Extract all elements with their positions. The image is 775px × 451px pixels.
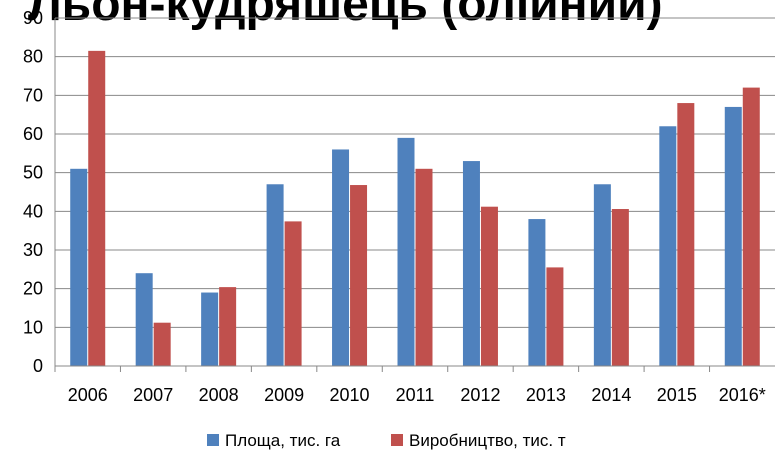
y-tick-label: 60 — [23, 124, 43, 144]
y-tick-label: 50 — [23, 163, 43, 183]
legend-swatch — [391, 434, 403, 446]
bar-area-2012 — [462, 161, 480, 366]
x-tick-label: 2012 — [460, 385, 500, 405]
legend: Площа, тис. га Виробництво, тис. т — [207, 431, 566, 450]
bar-production-2009 — [284, 221, 302, 366]
legend-item-production: Виробництво, тис. т — [391, 431, 566, 450]
y-tick-label: 0 — [33, 356, 43, 376]
bar-area-2015 — [659, 126, 677, 367]
x-tick-label: 2007 — [133, 385, 173, 405]
bar-area-2014 — [593, 184, 611, 366]
gridlines — [55, 17, 775, 328]
bar-area-2007 — [135, 273, 153, 366]
bar-production-2007 — [153, 322, 171, 366]
y-tick-label: 10 — [23, 317, 43, 337]
x-tick-label: 2014 — [591, 385, 631, 405]
axes — [54, 18, 775, 372]
bar-production-2011 — [415, 168, 433, 366]
x-tick-label: 2009 — [264, 385, 304, 405]
x-tick-labels: 2006 2007 2008 2009 2010 2011 2012 2013 2014 2015… — [68, 385, 766, 405]
bar-area-2016* — [724, 106, 742, 366]
bar-area-2009 — [266, 184, 284, 366]
legend-swatch — [207, 434, 219, 446]
legend-label: Виробництво, тис. т — [409, 431, 566, 450]
x-tick-label: 2016* — [719, 385, 766, 405]
y-tick-label: 40 — [23, 201, 43, 221]
bar-production-2015 — [677, 103, 695, 367]
y-tick-label: 70 — [23, 85, 43, 105]
bar-area-2006 — [70, 168, 88, 366]
legend-label: Площа, тис. га — [225, 431, 341, 450]
y-tick-label: 90 — [23, 8, 43, 28]
x-tick-label: 2013 — [526, 385, 566, 405]
chart-title: Льон-кудряшець (олійний) — [28, 0, 663, 31]
bar-production-2013 — [546, 267, 564, 366]
x-tick-label: 2010 — [330, 385, 370, 405]
bar-area-2011 — [397, 137, 415, 366]
bar-production-2006 — [88, 50, 106, 366]
bar-production-2010 — [350, 185, 368, 366]
y-tick-label: 20 — [23, 279, 43, 299]
y-tick-label: 30 — [23, 240, 43, 260]
x-tick-label: 2015 — [657, 385, 697, 405]
bar-production-2014 — [611, 209, 629, 366]
x-tick-label: 2006 — [68, 385, 108, 405]
bars — [70, 50, 760, 367]
bar-production-2008 — [219, 287, 237, 366]
y-tick-labels: 0 10 20 30 40 50 60 70 80 90 — [23, 8, 43, 376]
x-tick-label: 2008 — [199, 385, 239, 405]
x-tick-label: 2011 — [396, 385, 435, 405]
bar-area-2008 — [201, 292, 219, 366]
bar-area-2013 — [528, 219, 546, 366]
legend-item-area: Площа, тис. га — [207, 431, 341, 450]
bar-area-2010 — [332, 149, 350, 366]
y-tick-label: 80 — [23, 47, 43, 67]
bar-production-2012 — [480, 206, 498, 366]
bar-production-2016* — [742, 87, 760, 366]
